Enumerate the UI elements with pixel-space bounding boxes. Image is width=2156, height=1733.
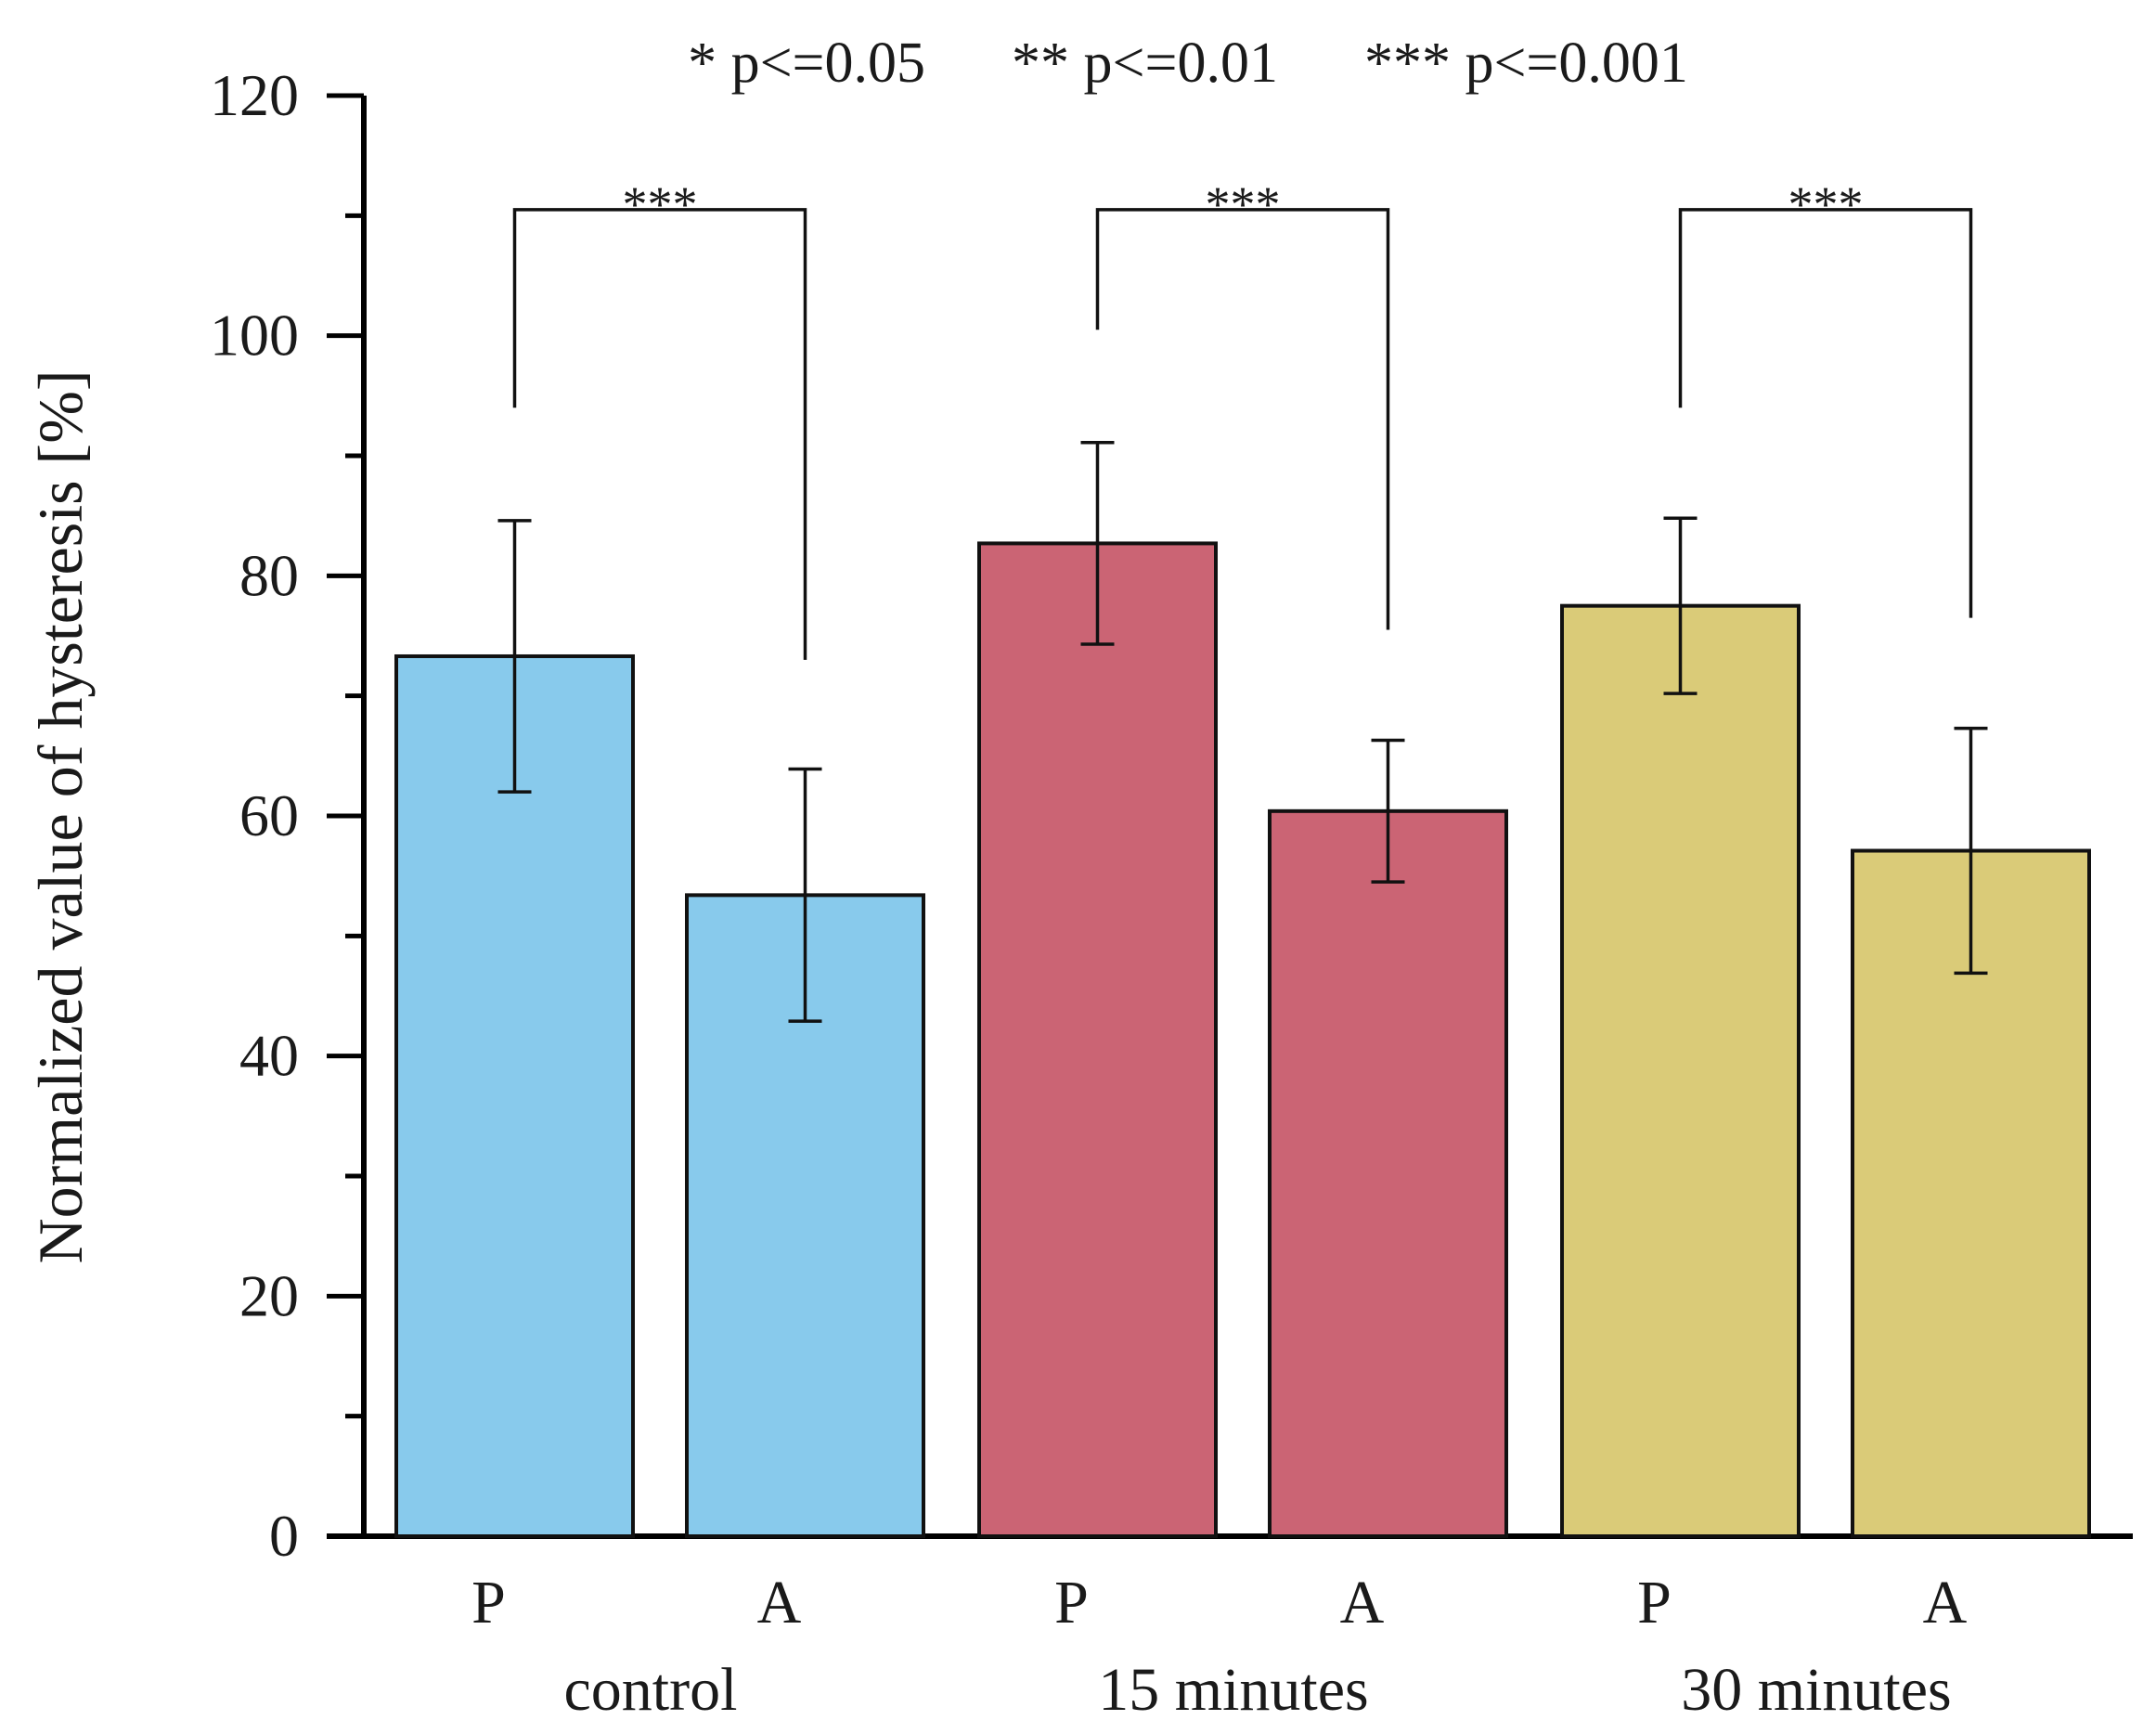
x-tick-label: P [471,1569,506,1636]
x-tick-label: A [757,1569,802,1636]
legend-entry: * p<=0.05 [688,32,925,95]
bar [394,653,635,1538]
y-tick-label: 120 [210,62,299,128]
group-label: 15 minutes [1098,1656,1369,1724]
significance-label: *** [623,176,698,232]
y-axis-label: Normalized value of hysteresis [%] [25,370,96,1264]
significance-label: *** [1788,176,1864,232]
group-label: control [564,1656,738,1724]
significance-label: *** [1206,176,1281,232]
y-tick-label: 100 [210,303,299,369]
significance-bracket [1678,208,1973,618]
legend-entry: ** p<=0.01 [925,32,1278,95]
bar [1268,808,1508,1538]
x-tick-label: P [1637,1569,1672,1636]
legend-entry: *** p<=0.001 [1278,32,1688,95]
y-tick-label: 0 [269,1503,299,1569]
group-label: 30 minutes [1681,1656,1952,1724]
y-tick-label: 40 [239,1023,299,1089]
y-tick-label: 60 [239,782,299,848]
significance-bracket [512,208,807,660]
y-tick-label: 20 [239,1262,299,1328]
x-tick-label: P [1054,1569,1089,1636]
y-tick-label: 80 [239,542,299,608]
x-tick-label: A [1340,1569,1385,1636]
bar [1560,603,1801,1538]
significance-legend: * p<=0.05 ** p<=0.01 *** p<=0.001 [688,32,1688,95]
significance-bracket [1095,208,1390,630]
bar [977,541,1218,1538]
x-tick-label: A [1923,1569,1968,1636]
